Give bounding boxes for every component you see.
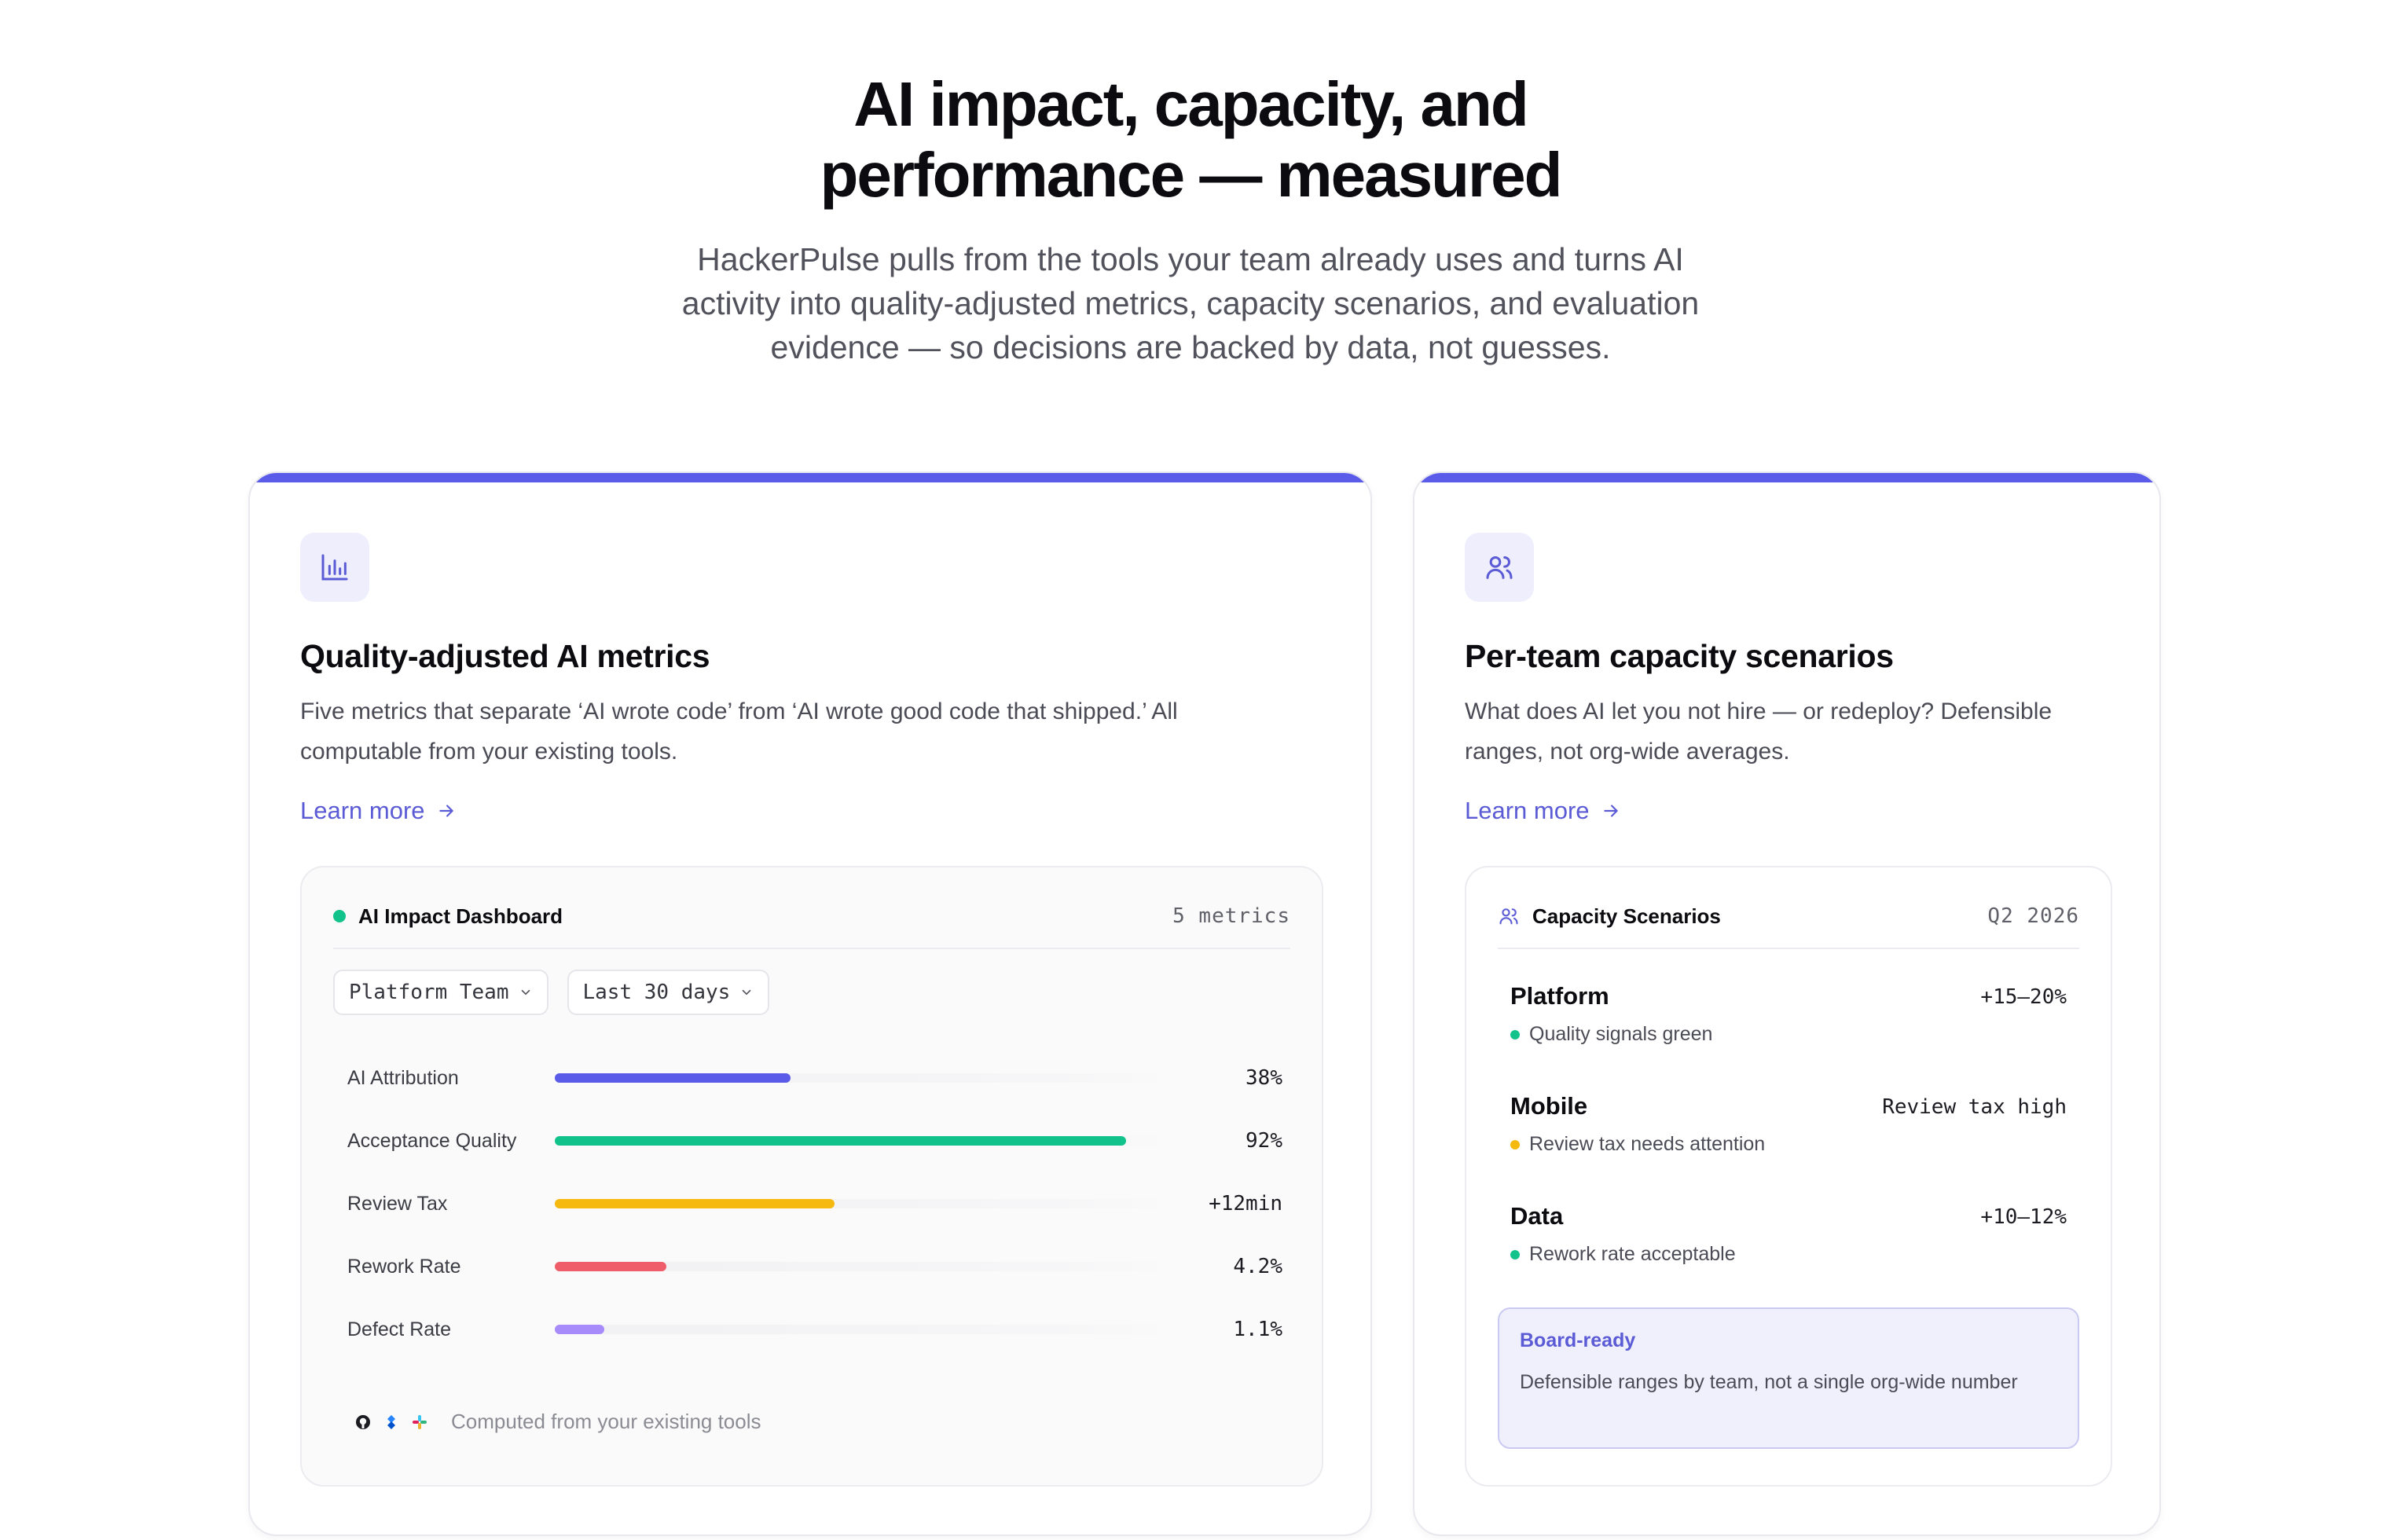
scenario-team: Mobile [1510, 1092, 1588, 1120]
metric-bar-fill [555, 1073, 791, 1083]
capacity-title: Capacity Scenarios [1532, 904, 1721, 928]
page-title-line-1: AI impact, capacity, and [853, 69, 1528, 139]
metrics-count: 5 metrics [1172, 904, 1290, 928]
slack-icon [413, 1414, 427, 1429]
scenario-value: +10–12% [1980, 1205, 2067, 1229]
team-filter-dropdown[interactable]: Platform Team [333, 970, 548, 1015]
page-title: AI impact, capacity, and performance — m… [0, 69, 2381, 211]
learn-more-link[interactable]: Learn more [300, 797, 457, 825]
metric-row: Rework Rate 4.2% [347, 1235, 1282, 1298]
scenario-note: Review tax needs attention [1510, 1133, 1765, 1156]
users-icon [1465, 533, 1534, 602]
jira-icon [387, 1414, 395, 1429]
card-capacity-scenarios: Per-team capacity scenarios What does AI… [1413, 471, 2161, 1536]
metric-row: Acceptance Quality 92% [347, 1109, 1282, 1172]
learn-more-label: Learn more [300, 797, 425, 824]
scenario-value: +15–20% [1980, 985, 2067, 1009]
metric-bar-fill [555, 1262, 667, 1271]
ai-impact-dashboard: AI Impact Dashboard 5 metrics Platform T… [300, 866, 1323, 1487]
capacity-period: Q2 2026 [1987, 904, 2079, 928]
metric-bar-fill [555, 1136, 1126, 1146]
dashboard-title: AI Impact Dashboard [358, 904, 563, 928]
scenario-note: Rework rate acceptable [1510, 1243, 1736, 1266]
scenario-team: Data [1510, 1202, 1564, 1230]
metric-row: Review Tax +12min [347, 1172, 1282, 1235]
scenario-note-text: Review tax needs attention [1529, 1133, 1766, 1155]
scenario-note-text: Rework rate acceptable [1529, 1243, 1736, 1265]
card-title: Per-team capacity scenarios [1465, 638, 1894, 674]
status-dot [1510, 1249, 1520, 1260]
metric-bar-track [555, 1262, 1176, 1271]
board-ready-callout: Board-ready Defensible ranges by team, n… [1498, 1307, 2079, 1449]
users-icon [1499, 908, 1518, 925]
scenario-row: Mobile Review tax high Review tax needs … [1510, 1092, 2067, 1202]
scenario-team: Platform [1510, 982, 1609, 1010]
chevron-down-icon [743, 989, 751, 996]
metric-value: +12min [1209, 1192, 1282, 1216]
metric-label: Defect Rate [347, 1318, 452, 1340]
arrow-right-icon [438, 805, 453, 817]
metric-bar-track [555, 1199, 1176, 1208]
capacity-header: Capacity Scenarios Q2 2026 [1498, 902, 2079, 949]
scenario-note: Quality signals green [1510, 1023, 1712, 1046]
scenario-value: Review tax high [1882, 1095, 2067, 1119]
learn-more-link[interactable]: Learn more [1465, 797, 1621, 825]
learn-more-label: Learn more [1465, 797, 1590, 824]
metric-value: 4.2% [1233, 1255, 1282, 1278]
chevron-down-icon [521, 989, 530, 996]
callout-text: Defensible ranges by team, not a single … [1520, 1371, 2018, 1393]
metric-label: Rework Rate [347, 1255, 461, 1278]
scenario-list: Platform +15–20% Quality signals green M… [1510, 982, 2067, 1312]
dashboard-header: AI Impact Dashboard 5 metrics [333, 902, 1290, 949]
dashboard-filters: Platform Team Last 30 days [333, 970, 770, 1015]
metric-label: Acceptance Quality [347, 1129, 517, 1152]
card-description: Five metrics that separate ‘AI wrote cod… [300, 698, 1178, 764]
metric-label: Review Tax [347, 1192, 448, 1215]
status-dot [1510, 1029, 1520, 1040]
metric-value: 1.1% [1233, 1318, 1282, 1341]
bar-chart-icon [300, 533, 369, 602]
scenario-note-text: Quality signals green [1529, 1023, 1713, 1045]
card-description: What does AI let you not hire — or redep… [1465, 698, 2053, 764]
metric-bar-track [555, 1136, 1176, 1146]
arrow-right-icon [1603, 805, 1618, 817]
scenario-row: Data +10–12% Rework rate acceptable [1510, 1202, 2067, 1312]
metric-value: 92% [1246, 1129, 1282, 1153]
tool-icons [354, 1413, 429, 1432]
scenario-row: Platform +15–20% Quality signals green [1510, 982, 2067, 1092]
metric-value: 38% [1246, 1066, 1282, 1090]
metric-label: AI Attribution [347, 1066, 459, 1089]
team-filter-value: Platform Team [349, 981, 509, 1004]
metric-bar-fill [555, 1199, 835, 1208]
card-ai-metrics: Quality-adjusted AI metrics Five metrics… [248, 471, 1372, 1536]
status-dot [1510, 1139, 1520, 1150]
metric-bar-track [555, 1325, 1176, 1334]
metric-row: AI Attribution 38% [347, 1047, 1282, 1109]
live-status-dot [333, 910, 346, 922]
metric-bar-track [555, 1073, 1176, 1083]
capacity-scenarios-panel: Capacity Scenarios Q2 2026 Platform +15–… [1465, 866, 2112, 1487]
metrics-list: AI Attribution 38% Acceptance Quality 92… [347, 1047, 1282, 1361]
github-icon [356, 1414, 370, 1429]
page-title-line-2: performance — measured [820, 140, 1562, 210]
footer-caption: Computed from your existing tools [451, 1410, 761, 1433]
dashboard-footer: Computed from your existing tools [354, 1410, 761, 1434]
metric-bar-fill [555, 1325, 605, 1334]
card-title: Quality-adjusted AI metrics [300, 638, 710, 674]
period-filter-value: Last 30 days [582, 981, 731, 1004]
callout-title: Board-ready [1520, 1329, 1636, 1351]
page-subtitle: HackerPulse pulls from the tools your te… [681, 241, 1700, 365]
period-filter-dropdown[interactable]: Last 30 days [567, 970, 770, 1015]
metric-row: Defect Rate 1.1% [347, 1298, 1282, 1361]
